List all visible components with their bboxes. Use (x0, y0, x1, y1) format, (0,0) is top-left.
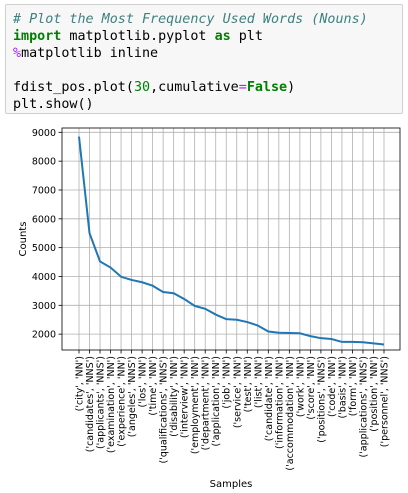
code-module: matplotlib.pyplot (61, 29, 215, 44)
plot-frame (61, 127, 401, 351)
code-alias: plt (230, 29, 263, 44)
x-tick-label: ('work', 'NN') (295, 356, 306, 417)
code-number: 30 (133, 80, 151, 95)
x-tick-label: ('employment', 'NN') (190, 356, 201, 454)
x-tick-label: ('code', 'NN') (327, 356, 338, 417)
x-tick-label: ('form', 'NN') (348, 356, 359, 416)
x-tick-label: ('angeles', 'NNS') (127, 356, 138, 437)
x-axis-label: Samples (210, 479, 253, 490)
keyword-import: import (13, 29, 62, 44)
keyword-as: as (214, 29, 231, 44)
code-operator: = (238, 80, 247, 95)
x-tick-label: ('service', 'NN') (232, 356, 243, 428)
code-cell[interactable]: # Plot the Most Frequency Used Words (No… (5, 4, 403, 114)
x-tick-label: ('interview', 'NN') (180, 356, 191, 438)
x-tick-label: ('information', 'NN') (274, 356, 285, 449)
x-tick-label: ('personnel', 'NNS') (380, 356, 391, 447)
y-tick-label: 2000 (32, 330, 56, 341)
y-ticks: 2000 3000 4000 5000 6000 7000 8000 9000 (32, 128, 62, 341)
code-paren: ) (287, 80, 296, 95)
x-tick-label: ('candidates', 'NNS') (85, 356, 96, 452)
code-arg: ,cumulative (150, 80, 239, 95)
x-tick-label: ('candidate', 'NN') (264, 356, 275, 441)
y-tick-label: 8000 (32, 157, 56, 168)
y-tick-label: 6000 (32, 214, 56, 225)
code-comment: # Plot the Most Frequency Used Words (No… (13, 12, 368, 27)
code-line-1: # Plot the Most Frequency Used Words (No… (13, 11, 368, 28)
x-tick-label: ('basis', 'NN') (337, 356, 348, 419)
chart-grid (62, 128, 400, 350)
x-tick-label: ('city', 'NN') (75, 356, 86, 411)
code-line-6: plt.show() (13, 96, 94, 113)
y-axis-label: Counts (18, 222, 29, 257)
code-line-5: fdist_pos.plot(30,cumulative=False) (13, 79, 295, 96)
x-tick-label: ('accommodation', 'NN') (285, 356, 296, 471)
code-bool: False (246, 80, 288, 95)
y-tick-label: 9000 (32, 128, 56, 139)
x-tick-label: ('positions', 'NNS') (316, 356, 327, 443)
x-tick-label: ('department', 'NN') (201, 356, 212, 450)
code-call: fdist_pos.plot( (13, 80, 134, 95)
x-tick-label: ('time', 'NN') (148, 356, 159, 416)
x-ticks: ('city', 'NN') ('candidates', 'NNS') ('app… (75, 350, 391, 471)
x-tick-label: ('applicants', 'NNS') (96, 356, 107, 449)
x-tick-label: ('position', 'NN') (369, 356, 380, 432)
x-tick-label: ('list', 'NN') (253, 356, 264, 408)
x-tick-label: ('test', 'NN') (243, 356, 254, 412)
y-tick-label: 5000 (32, 243, 56, 254)
magic-command: matplotlib inline (21, 46, 159, 61)
code-line-3: %matplotlib inline (13, 45, 158, 62)
x-tick-label: ('los', 'NN') (138, 356, 149, 408)
magic-symbol: % (13, 46, 22, 61)
x-tick-label: ('score', 'NN') (306, 356, 317, 420)
code-show: plt.show() (13, 97, 94, 112)
x-tick-label: ('qualifications', 'NNS') (159, 356, 170, 463)
series-line (78, 136, 385, 346)
y-tick-label: 3000 (32, 301, 56, 312)
x-tick-label: ('examination', 'NN') (106, 356, 117, 453)
x-tick-label: ('application', 'NN') (211, 356, 222, 447)
y-tick-label: 4000 (32, 272, 56, 283)
y-tick-label: 7000 (32, 185, 56, 196)
x-tick-label: ('experience', 'NN') (117, 356, 128, 447)
code-line-2: import matplotlib.pyplot as plt (13, 28, 263, 45)
x-tick-label: ('job', 'NN') (222, 356, 233, 409)
x-tick-label: ('disability', 'NN') (169, 356, 180, 437)
x-tick-label: ('applications', 'NNS') (358, 356, 369, 458)
